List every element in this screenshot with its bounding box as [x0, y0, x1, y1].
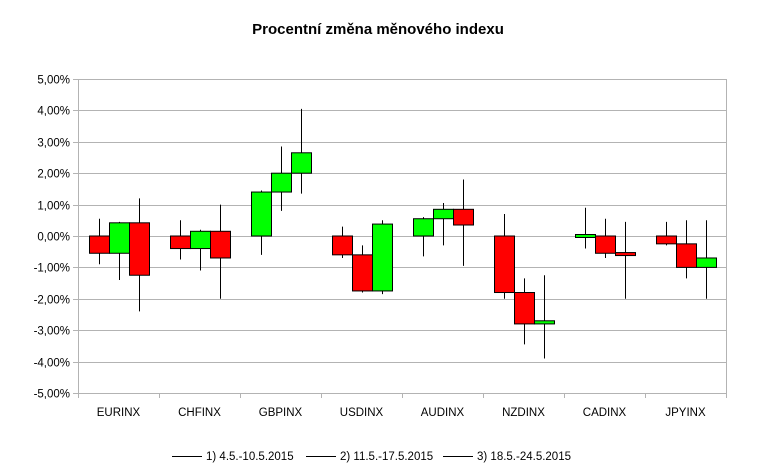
y-tick-label: 0,00% — [37, 232, 70, 244]
candle — [251, 190, 272, 255]
x-category-label: AUDINX — [421, 407, 465, 419]
legend-item: 1) 4.5.-10.5.2015 — [172, 451, 294, 463]
candle-body-up — [190, 230, 211, 250]
y-tick-label: 1,00% — [37, 201, 70, 213]
candle — [696, 220, 717, 299]
candle — [433, 203, 454, 246]
candle — [170, 220, 191, 260]
candle — [129, 198, 150, 312]
y-tick-label: 2,00% — [37, 169, 70, 181]
candle-body-down — [676, 243, 697, 268]
candle-body-down — [595, 235, 616, 254]
candle — [615, 221, 636, 299]
legend-label: 1) 4.5.-10.5.2015 — [206, 451, 294, 463]
candle-body-down — [453, 208, 474, 226]
x-category-label: CHFINX — [178, 407, 221, 419]
candle — [514, 278, 535, 345]
legend-item: 3) 18.5.-24.5.2015 — [443, 451, 571, 463]
candle-body-down — [615, 252, 636, 257]
y-tick-label: -3,00% — [34, 326, 70, 338]
candle-body-down — [352, 254, 373, 292]
candle — [494, 214, 515, 299]
candle — [595, 218, 616, 258]
y-tick-label: -4,00% — [34, 358, 70, 370]
candle-body-up — [291, 152, 312, 174]
y-axis-tick-labels: 5,00% 4,00% 3,00% 2,00% 1,00% 0,00% -1,00% -2,0… — [34, 75, 70, 401]
candle-body-down — [89, 235, 110, 254]
x-category-label: USDINX — [340, 407, 384, 419]
legend-item: 2) 11.5.-17.5.2015 — [306, 451, 433, 463]
x-category-label: NZDINX — [502, 407, 545, 419]
candle-body-down — [332, 235, 353, 256]
x-category-label: GBPINX — [259, 407, 303, 419]
candle-body-down — [656, 235, 677, 245]
y-tick-label: -5,00% — [34, 389, 70, 401]
candle-body-down — [129, 222, 150, 276]
chart-title: Procentní změna měnového indexu — [252, 21, 504, 38]
candle — [453, 179, 474, 266]
candle — [109, 221, 130, 280]
y-tick-label: -2,00% — [34, 295, 70, 307]
candle-body-down — [170, 235, 191, 250]
candle-body-up — [575, 234, 596, 238]
y-tick-label: 5,00% — [37, 75, 70, 87]
y-tick-label: 3,00% — [37, 138, 70, 150]
legend: 1) 4.5.-10.5.2015 2) 11.5.-17.5.2015 3) 18… — [172, 451, 571, 463]
x-category-label: JPYINX — [665, 407, 706, 419]
candle-body-up — [534, 320, 555, 325]
candle — [676, 220, 697, 279]
candle-body-up — [413, 218, 434, 237]
candle — [352, 245, 373, 293]
x-category-label: CADINX — [583, 407, 627, 419]
candle — [534, 275, 555, 359]
candle — [89, 218, 110, 265]
legend-label: 2) 11.5.-17.5.2015 — [340, 451, 433, 463]
candles — [89, 108, 717, 359]
candle-body-up — [251, 191, 272, 237]
candle-body-down — [210, 230, 231, 259]
y-tick-label: -1,00% — [34, 263, 70, 275]
candle — [332, 226, 353, 258]
candle-body-up — [109, 222, 130, 254]
candle-body-up — [271, 172, 292, 193]
candle — [372, 220, 393, 295]
candle — [575, 207, 596, 249]
x-axis-category-labels: EURINX CHFINX GBPINX USDINX AUDINX NZDINX CADI… — [97, 407, 706, 419]
candle — [210, 204, 231, 299]
candle — [656, 221, 677, 246]
candle-body-up — [696, 257, 717, 268]
candle — [413, 217, 434, 257]
candle-body-down — [514, 292, 535, 325]
candle — [271, 146, 292, 211]
candle-body-down — [494, 235, 515, 294]
candle — [291, 108, 312, 194]
y-tick-label: 4,00% — [37, 106, 70, 118]
legend-label: 3) 18.5.-24.5.2015 — [477, 451, 571, 463]
candle-body-up — [433, 208, 454, 220]
candle-body-up — [372, 223, 393, 292]
candle — [190, 229, 211, 271]
x-category-label: EURINX — [97, 407, 141, 419]
